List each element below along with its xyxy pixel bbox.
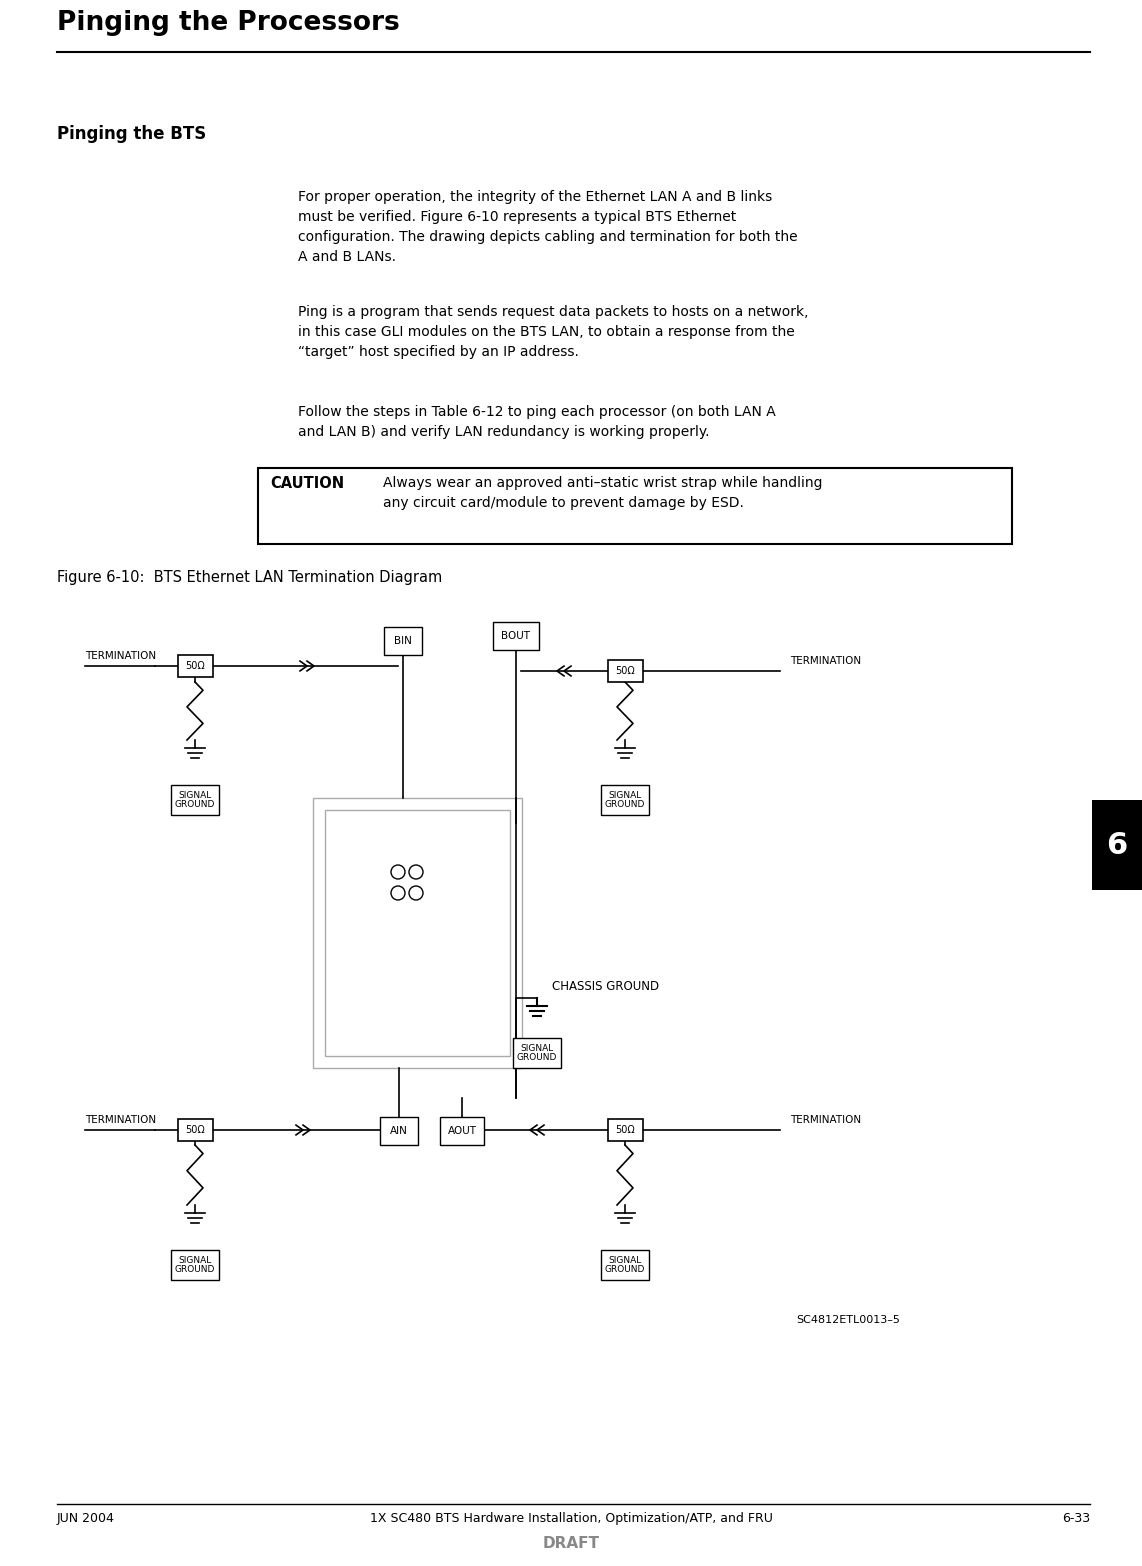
Circle shape <box>409 864 423 879</box>
Bar <box>384 626 423 655</box>
Text: SC4812ETL0013–5: SC4812ETL0013–5 <box>796 1315 900 1325</box>
Bar <box>608 1120 643 1142</box>
Bar <box>601 1250 649 1279</box>
Text: Follow the steps in Table 6-12 to ping each processor (on both LAN A
and LAN B) : Follow the steps in Table 6-12 to ping e… <box>298 406 775 438</box>
Text: AIN: AIN <box>391 1126 408 1135</box>
Text: SIGNAL
GROUND: SIGNAL GROUND <box>605 1256 645 1275</box>
Text: SIGNAL
GROUND: SIGNAL GROUND <box>175 1256 215 1275</box>
Text: 6-33: 6-33 <box>1062 1513 1089 1525</box>
Text: CHASSIS GROUND: CHASSIS GROUND <box>552 980 659 993</box>
Bar <box>608 659 643 683</box>
Text: TERMINATION: TERMINATION <box>790 1115 861 1124</box>
Text: 50Ω: 50Ω <box>616 666 635 677</box>
Bar <box>380 1117 418 1145</box>
Text: SIGNAL
GROUND: SIGNAL GROUND <box>175 791 215 810</box>
Circle shape <box>391 864 405 879</box>
Bar <box>325 810 510 1055</box>
Text: SIGNAL
GROUND: SIGNAL GROUND <box>605 791 645 810</box>
Text: AOUT: AOUT <box>448 1126 476 1135</box>
Bar <box>513 1038 561 1068</box>
Text: TERMINATION: TERMINATION <box>85 651 156 661</box>
Text: BIN: BIN <box>394 636 412 647</box>
Text: Pinging the BTS: Pinging the BTS <box>57 125 207 143</box>
Bar <box>601 785 649 814</box>
Text: SIGNAL
GROUND: SIGNAL GROUND <box>517 1043 557 1062</box>
Bar <box>493 622 539 650</box>
Bar <box>171 785 219 814</box>
Text: Figure 6-10:  BTS Ethernet LAN Termination Diagram: Figure 6-10: BTS Ethernet LAN Terminatio… <box>57 570 442 586</box>
Bar <box>171 1250 219 1279</box>
Bar <box>313 799 522 1068</box>
Text: DRAFT: DRAFT <box>542 1536 600 1550</box>
Text: Always wear an approved anti–static wrist strap while handling
any circuit card/: Always wear an approved anti–static wris… <box>383 476 822 511</box>
Text: JUN 2004: JUN 2004 <box>57 1513 115 1525</box>
Text: BOUT: BOUT <box>501 631 531 640</box>
Text: 50Ω: 50Ω <box>185 1124 204 1135</box>
Text: For proper operation, the integrity of the Ethernet LAN A and B links
must be ve: For proper operation, the integrity of t… <box>298 189 797 265</box>
Bar <box>1092 800 1142 889</box>
Bar <box>178 1120 214 1142</box>
Text: 6: 6 <box>1107 830 1127 860</box>
Text: Ping is a program that sends request data packets to hosts on a network,
in this: Ping is a program that sends request dat… <box>298 305 809 359</box>
Text: CAUTION: CAUTION <box>270 476 344 492</box>
Text: TERMINATION: TERMINATION <box>790 656 861 666</box>
Text: TERMINATION: TERMINATION <box>85 1115 156 1124</box>
Text: 50Ω: 50Ω <box>616 1124 635 1135</box>
Bar <box>178 655 214 677</box>
Circle shape <box>409 886 423 900</box>
Bar <box>258 468 1012 543</box>
Text: 50Ω: 50Ω <box>185 661 204 670</box>
Bar <box>440 1117 484 1145</box>
Text: Pinging the Processors: Pinging the Processors <box>57 9 400 36</box>
Circle shape <box>391 886 405 900</box>
Text: 1X SC480 BTS Hardware Installation, Optimization/ATP, and FRU: 1X SC480 BTS Hardware Installation, Opti… <box>370 1513 772 1525</box>
